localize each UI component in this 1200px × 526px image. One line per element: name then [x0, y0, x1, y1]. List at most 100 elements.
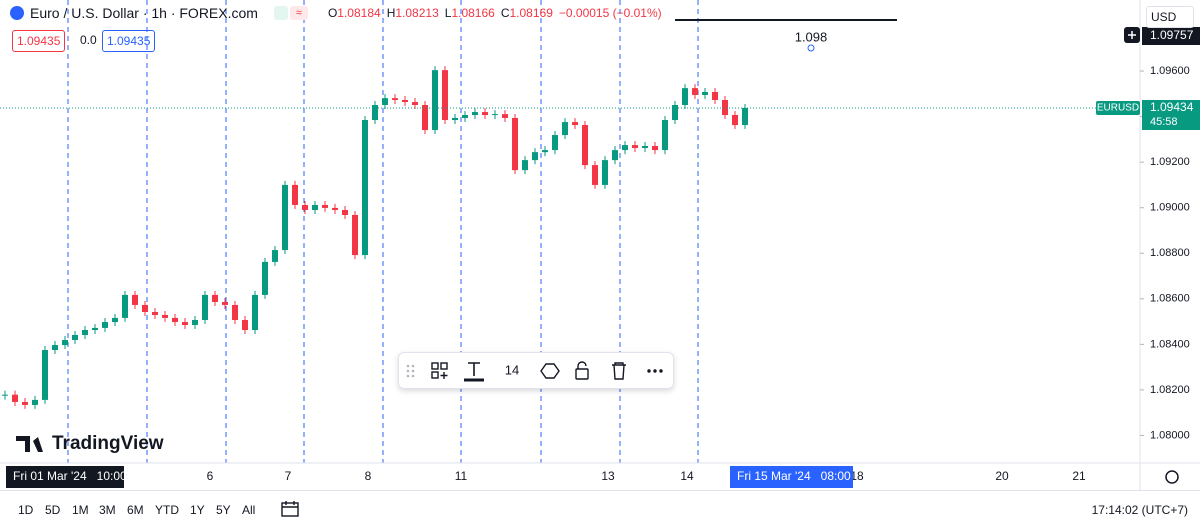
candle [312, 204, 318, 210]
candle [552, 135, 558, 151]
start-time-box [6, 466, 124, 488]
time-axis: 6 7 8 11 13 14 18 20 21 [207, 469, 1086, 483]
candle [582, 125, 588, 166]
chart: 1.098 1.096001.094001.092001.090001.0880… [0, 0, 1200, 490]
range-button[interactable]: 6M [127, 503, 144, 517]
buy-button[interactable]: 1.09435 [102, 30, 156, 52]
x-tick-label: 14 [680, 469, 694, 483]
settings-icon[interactable] [1165, 470, 1179, 484]
range-button[interactable]: All [242, 503, 256, 517]
clock[interactable]: 17:14:02 (UTC+7) [1091, 503, 1188, 517]
candle [732, 115, 738, 126]
candle [722, 99, 728, 116]
candle [462, 115, 468, 118]
x-tick-label: 7 [285, 469, 292, 483]
lock-icon[interactable] [575, 361, 589, 380]
candle [682, 88, 688, 105]
candle [522, 160, 528, 171]
candle [452, 117, 458, 121]
candle [612, 150, 618, 161]
annotation-anchor[interactable] [807, 44, 815, 52]
y-tick-label: 1.08000 [1150, 429, 1190, 441]
sell-button[interactable]: 1.09435 [12, 30, 66, 52]
delayed-badge: ≈ [289, 6, 308, 20]
watermark-text: TradingView [52, 433, 164, 454]
candle [512, 117, 518, 171]
candle [242, 319, 248, 330]
y-tick-label: 1.08600 [1150, 293, 1190, 305]
candle [372, 104, 378, 121]
symbol-box [1096, 101, 1140, 115]
bottom-bar: 17:14:02 (UTC+7) 1D 5D 1M 3M 6M YTD 1Y 5Y All [0, 490, 1200, 526]
delete-icon[interactable] [612, 362, 626, 380]
candle [322, 204, 328, 208]
x-tick-label: 21 [1072, 469, 1086, 483]
range-button[interactable]: 3M [99, 503, 116, 517]
candle [92, 327, 98, 330]
range-button[interactable]: 5Y [216, 503, 231, 517]
y-tick-label: 1.09200 [1150, 156, 1190, 168]
candle [302, 204, 308, 210]
candle [72, 335, 78, 341]
candle [122, 294, 128, 318]
x-tick-label: 18 [850, 469, 864, 483]
candle [482, 112, 488, 116]
text-color-icon[interactable] [464, 362, 484, 382]
candle [192, 319, 198, 325]
candle [652, 145, 658, 151]
candle [442, 70, 448, 121]
drag-handle[interactable] [406, 364, 415, 378]
candle [132, 294, 138, 305]
ohlc-item: C1.08169 [501, 6, 553, 20]
crosshair-price: 1.09757 [1150, 28, 1194, 42]
candle [672, 104, 678, 121]
y-tick-label: 1.09000 [1150, 202, 1190, 214]
candle [162, 314, 168, 318]
candle [692, 88, 698, 95]
candle [282, 184, 288, 251]
symbol-label: EURUSD [1097, 103, 1139, 114]
toolbar-icons: 14 [406, 361, 663, 382]
candle [542, 150, 548, 153]
symbol-title[interactable]: Euro / U.S. Dollar · 1h · FOREX.com [30, 5, 258, 21]
candle [392, 98, 398, 100]
crosshair-price-box [1142, 27, 1200, 45]
annotation-text[interactable]: 1.098 [795, 29, 828, 44]
ohlc-change: −0.00015 (−0.01%) [558, 6, 662, 20]
font-size[interactable]: 14 [505, 362, 519, 377]
range-button[interactable]: 1M [72, 503, 89, 517]
candle [42, 350, 48, 400]
candle [562, 122, 568, 136]
y-tick-label: 1.08400 [1150, 338, 1190, 350]
templates-icon[interactable] [431, 362, 448, 379]
candle [572, 122, 578, 126]
ohlc-key: H [386, 6, 396, 20]
x-tick-label: 6 [207, 469, 214, 483]
candle [142, 304, 148, 313]
candle [662, 120, 668, 151]
range-button[interactable]: 1D [18, 503, 34, 517]
candle [502, 114, 508, 118]
x-tick-label: 11 [455, 469, 468, 483]
candle [62, 340, 68, 346]
settings-icon[interactable] [540, 363, 560, 379]
ohlc-value: 1.08184 [337, 6, 381, 20]
candle [12, 394, 18, 402]
ohlc-item: O1.08184 [328, 6, 381, 20]
currency-selector[interactable]: USD [1146, 6, 1194, 28]
candle [202, 294, 208, 320]
candles [0, 66, 1140, 409]
market-open-badge [273, 6, 288, 20]
candle [2, 394, 8, 396]
date-range-icon[interactable] [280, 499, 300, 519]
range-button[interactable]: YTD [155, 503, 179, 517]
range-button[interactable]: 1Y [190, 503, 205, 517]
candle [52, 345, 58, 351]
more-icon[interactable] [647, 369, 663, 373]
range-button[interactable]: 5D [45, 503, 61, 517]
candle [222, 301, 228, 305]
end-time-box [730, 466, 853, 488]
candle [492, 114, 498, 116]
spread: 0.0 [80, 33, 97, 47]
x-tick-label: 20 [995, 469, 1009, 483]
